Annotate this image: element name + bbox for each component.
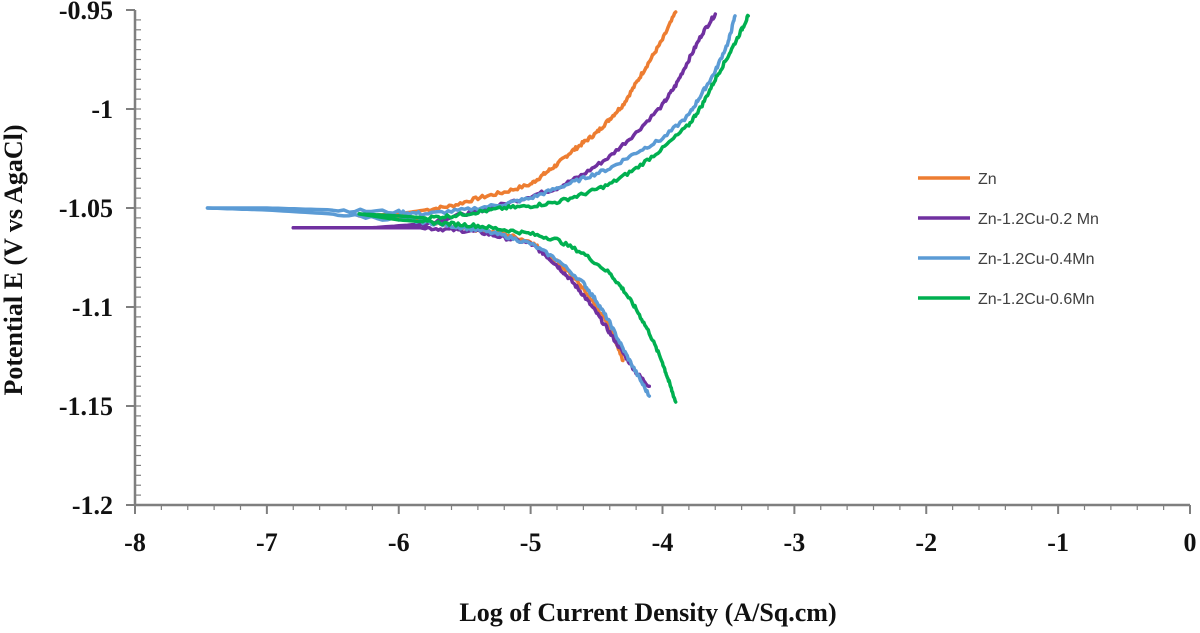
y-tick-label: -1.05 [59,194,113,223]
series-2-cathodic-line [291,225,652,388]
series-2-anodic-line [291,12,718,230]
series-1-anodic-line [357,10,678,218]
y-tick-label: -0.95 [59,0,113,25]
legend-item-4: Zn-1.2Cu-0.6Mn [918,291,1095,308]
series-3-anodic-line [205,14,737,217]
x-tick-label: -6 [388,528,410,557]
x-tick-label: -1 [1047,528,1069,557]
y-tick-label: -1.1 [72,293,113,322]
legend-item-2: Zn-1.2Cu-0.2 Mn [918,211,1099,228]
x-tick-label: -5 [520,528,542,557]
series-4-cathodic-line [357,212,678,404]
x-axis-title: Log of Current Density (A/Sq.cm) [459,598,836,627]
legend-label: Zn-1.2Cu-0.4Mn [978,251,1095,268]
x-tick-label: -8 [124,528,146,557]
series-3-cathodic-line [205,206,652,398]
legend-item-3: Zn-1.2Cu-0.4Mn [918,251,1095,268]
series-2 [291,12,718,388]
legend-item-1: Zn [918,171,997,188]
legend: Zn Zn-1.2Cu-0.2 Mn Zn-1.2Cu-0.4Mn Zn-1.2Cu-… [918,171,1099,308]
series-1-cathodic-line [357,214,625,363]
x-tick-label: -4 [652,528,674,557]
y-tick-label: -1.15 [59,392,113,421]
series-3 [205,14,737,398]
y-axis-title: Potential E (V vs AgaCl) [0,124,28,395]
series-4-anodic-line [357,13,750,222]
x-tick-label: -3 [784,528,806,557]
legend-label: Zn [978,171,997,188]
x-tick-label: -7 [256,528,278,557]
series-1 [357,10,678,363]
ticks-layer: -8 -7 -6 -5 -4 -3 -2 -1 0 -0.95 -1 -1.05 -1.1 -1.15 -1… [59,0,1197,557]
legend-label: Zn-1.2Cu-0.6Mn [978,291,1095,308]
y-tick-label: -1 [91,95,113,124]
legend-label: Zn-1.2Cu-0.2 Mn [978,211,1099,228]
series-layer [205,10,750,404]
x-tick-label: -2 [915,528,937,557]
series-4 [357,13,750,404]
x-tick-label: 0 [1184,528,1197,557]
y-tick-label: -1.2 [72,491,113,520]
